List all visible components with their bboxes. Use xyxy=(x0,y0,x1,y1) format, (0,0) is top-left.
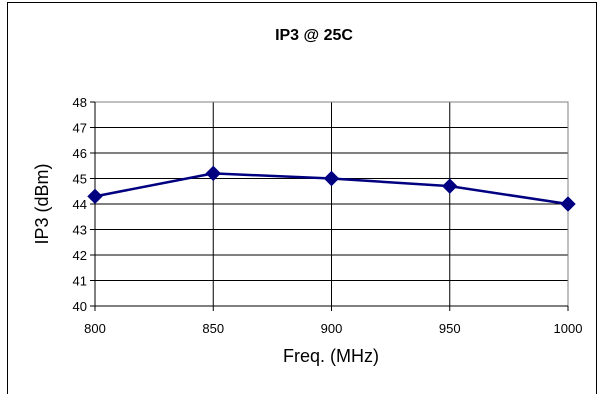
data-point-marker xyxy=(323,170,340,187)
x-tick-label: 950 xyxy=(439,321,461,336)
y-tick-label: 43 xyxy=(73,223,87,238)
chart-title: IP3 @ 25C xyxy=(275,27,353,44)
y-tick-label: 46 xyxy=(73,146,87,161)
data-point-marker xyxy=(205,165,221,182)
chart-area-border xyxy=(7,2,597,394)
x-tick-label: 1000 xyxy=(554,321,583,336)
data-point-marker xyxy=(442,178,458,194)
data-point-marker xyxy=(560,196,576,212)
y-tick-label: 41 xyxy=(73,274,87,289)
y-tick-label: 47 xyxy=(73,121,87,136)
data-point-marker xyxy=(87,188,103,205)
y-tick-label: 42 xyxy=(73,248,87,263)
y-tick-label: 48 xyxy=(73,95,87,110)
x-tick-labels: 800 850 900 950 1000 xyxy=(84,321,582,336)
y-axis-label: IP3 (dBm) xyxy=(32,163,52,244)
x-tick-label: 850 xyxy=(202,321,224,336)
series-ip3 xyxy=(87,165,576,212)
x-axis-label: Freq. (MHz) xyxy=(283,346,379,366)
y-tick-labels: 40 41 42 43 44 45 46 47 48 xyxy=(73,95,87,314)
y-tick-label: 40 xyxy=(73,299,87,314)
x-tick-label: 900 xyxy=(321,321,343,336)
x-tick-label: 800 xyxy=(84,321,106,336)
y-tick-label: 45 xyxy=(73,172,87,187)
y-tick-label: 44 xyxy=(73,197,87,212)
